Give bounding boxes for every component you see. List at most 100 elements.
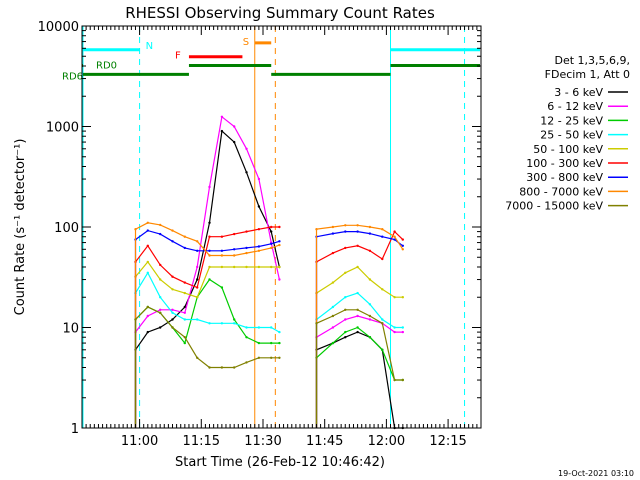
- series-25-50-kev-point: [171, 311, 174, 314]
- series-25-50-kev-point: [344, 296, 347, 299]
- series-800-7000-kev-point: [344, 224, 347, 227]
- series-300-800-kev-point: [257, 245, 261, 248]
- series-3-6-kev-point: [220, 129, 224, 133]
- series-50-100-kev-point: [368, 278, 372, 281]
- series-100-300-kev-point: [381, 257, 384, 261]
- series-6-12-kev-point: [356, 314, 359, 318]
- flag-s-label: S: [243, 37, 249, 48]
- series-300-800-kev-point: [368, 232, 372, 235]
- legend-label: 800 - 7000 keV: [519, 185, 603, 198]
- series-7000-15000-kev-point: [245, 361, 248, 364]
- series-7000-15000-kev-point: [331, 314, 335, 318]
- y-tick-label: 10000: [38, 20, 79, 35]
- legend-item-25-50-kev: 25 - 50 keV: [540, 129, 628, 142]
- series-300-800-kev-point: [208, 249, 211, 252]
- series-12-25-kev-point: [331, 341, 335, 345]
- x-tick-label: 11:45: [306, 434, 343, 449]
- x-tick-label: 12:15: [429, 434, 466, 449]
- flag-rd6: RD6: [62, 71, 391, 82]
- x-tick-label: 11:00: [121, 434, 158, 449]
- series-50-100-kev-point: [171, 288, 174, 291]
- series-7000-15000-kev-point: [257, 356, 261, 359]
- y-axis-label: Count Rate (s⁻¹ detector⁻¹): [13, 139, 28, 316]
- y-tick-label: 100: [54, 221, 79, 236]
- series-800-7000-kev-point: [401, 248, 404, 251]
- series-800-7000-kev-point: [381, 228, 384, 231]
- series-50-100-kev-point: [245, 265, 248, 269]
- chart-title: RHESSI Observing Summary Count Rates: [125, 4, 435, 22]
- series-300-800-kev-point: [220, 249, 224, 252]
- series-6-12-kev-point: [257, 177, 261, 181]
- series-7000-15000-kev-point: [171, 326, 174, 329]
- series-25-50-kev: [134, 271, 404, 428]
- series-3-6-kev-point: [171, 318, 174, 321]
- series-6-12-kev-point: [278, 278, 281, 281]
- series-7000-15000-kev-point: [159, 311, 162, 314]
- series-50-100-kev-point: [401, 296, 404, 299]
- plot-frame: [81, 25, 482, 429]
- series-6-12-kev-point: [208, 185, 211, 189]
- series-50-100-kev-point: [278, 265, 281, 269]
- legend-item-800-7000-kev: 800 - 7000 keV: [519, 185, 628, 198]
- legend-item-50-100-kev: 50 - 100 keV: [533, 143, 628, 156]
- series-6-12-kev-point: [183, 311, 186, 314]
- series-800-7000-kev-point: [146, 221, 149, 224]
- series-50-100-kev-point: [257, 265, 261, 269]
- flag-rd0: RD0: [82, 60, 480, 71]
- series-800-7000-kev-trace-0: [134, 222, 280, 428]
- series-7000-15000-kev-point: [356, 308, 359, 311]
- series-6-12-kev-point: [344, 318, 347, 321]
- y-tick-label: 10: [62, 322, 79, 337]
- series-6-12-kev-point: [196, 265, 199, 269]
- series-7000-15000-kev-point: [183, 336, 186, 339]
- series-300-800-kev-point: [233, 248, 236, 251]
- series-300-800-kev-point: [344, 230, 347, 233]
- series-100-300-kev-point: [159, 263, 162, 267]
- series-100-300-kev-point: [183, 281, 186, 284]
- series-12-25-kev-point: [183, 341, 186, 345]
- series-6-12-kev-point: [146, 314, 149, 318]
- series-800-7000-kev-point: [183, 235, 186, 238]
- series-12-25-kev-point: [220, 286, 224, 289]
- series-50-100-kev-point: [381, 288, 384, 291]
- series-25-50-kev-point: [159, 296, 162, 299]
- axis-ticks: 1 10 100 1000 10000 11:00 11:15 11:30 11:45 12:00…: [38, 20, 481, 449]
- footer-date: 19-Oct-2021 03:10: [558, 469, 634, 478]
- series-100-300-kev-point: [344, 246, 347, 250]
- series-7000-15000-kev-point: [381, 322, 384, 325]
- series-25-50-kev-point: [196, 318, 199, 321]
- series-100-300-kev-point: [220, 235, 224, 238]
- flag-s: S: [243, 37, 272, 48]
- series-3-6-kev-point: [270, 230, 273, 233]
- series-100-300-kev-point: [368, 249, 372, 252]
- series-800-7000-kev-point: [220, 254, 224, 257]
- legend: Det 1,3,5,6,9, FDecim 1, Att 0 3 - 6 keV…: [505, 54, 630, 213]
- series-800-7000-kev: [134, 221, 404, 428]
- series-7000-15000-kev-point: [278, 356, 281, 359]
- series-300-800-kev-point: [401, 244, 404, 247]
- series-100-300-kev-point: [196, 286, 199, 289]
- series-6-12-kev-point: [393, 330, 396, 334]
- series-12-25-kev-point: [368, 336, 372, 339]
- series-100-300-kev-point: [233, 232, 236, 236]
- series-300-800-kev-point: [183, 246, 186, 250]
- series-3-6-kev-point: [245, 171, 248, 174]
- series-3-6-kev-point: [183, 305, 186, 309]
- series-300-800-kev-point: [159, 232, 162, 236]
- series-3-6-kev-point: [208, 221, 211, 224]
- series-6-12-kev-point: [233, 125, 236, 128]
- legend-label: 6 - 12 keV: [547, 100, 603, 113]
- series-3-6-kev-point: [159, 326, 162, 329]
- series-50-100-kev-point: [196, 296, 199, 299]
- flag-n: N: [83, 41, 480, 52]
- series-7000-15000-kev-point: [344, 308, 347, 311]
- series-25-50-kev-point: [401, 326, 404, 329]
- series-7000-15000-kev-point: [196, 356, 199, 359]
- legend-label: 3 - 6 keV: [554, 86, 603, 99]
- series-50-100-kev-point: [356, 265, 359, 269]
- series-6-12-kev: [134, 115, 404, 428]
- legend-label: 25 - 50 keV: [540, 129, 603, 142]
- series-12-25-kev: [134, 278, 404, 428]
- series-50-100-kev-point: [344, 271, 347, 274]
- series-100-300-kev-trace-0: [134, 226, 280, 428]
